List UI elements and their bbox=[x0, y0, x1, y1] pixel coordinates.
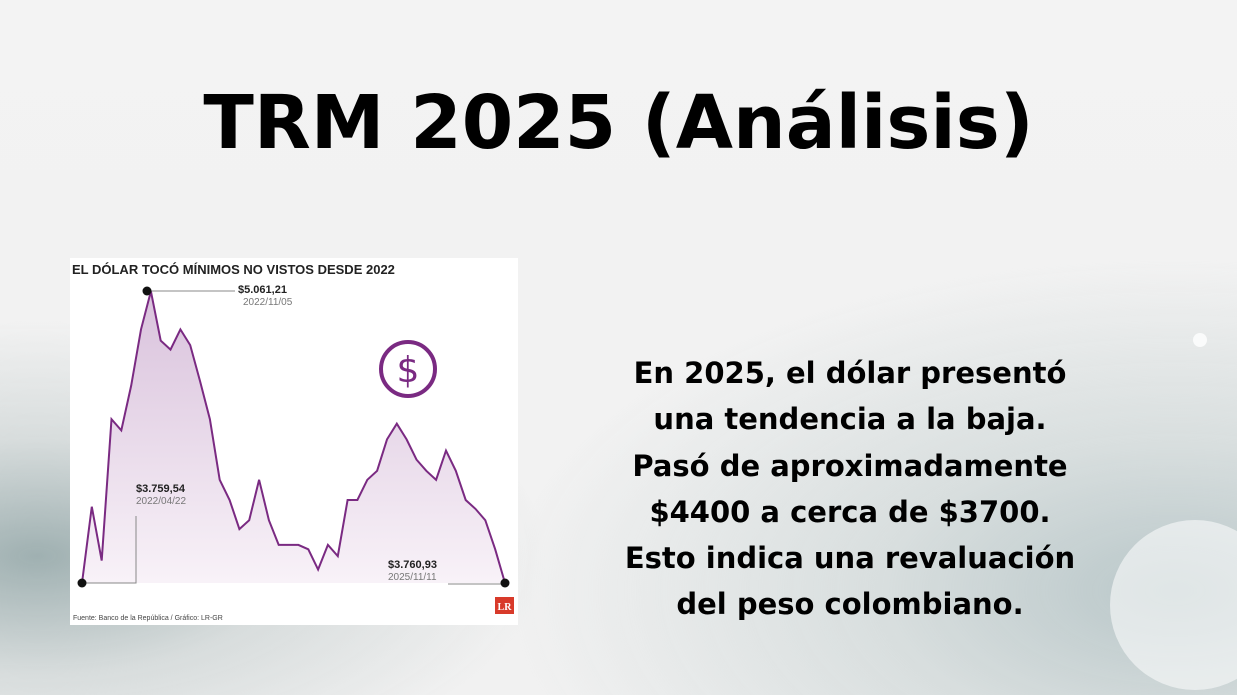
chart-svg: EL DÓLAR TOCÓ MÍNIMOS NO VISTOS DESDE 20… bbox=[72, 262, 514, 622]
annotation-date: 2025/11/11 bbox=[388, 572, 437, 583]
annotation-value: $3.759,54 bbox=[136, 483, 186, 495]
series-line bbox=[81, 291, 506, 584]
chart-image: EL DÓLAR TOCÓ MÍNIMOS NO VISTOS DESDE 20… bbox=[70, 258, 518, 625]
annotation-value: $3.760,93 bbox=[388, 559, 437, 571]
annotation-point bbox=[142, 286, 152, 296]
annotation-leader bbox=[82, 516, 137, 584]
slide-title: TRM 2025 (Análisis) bbox=[203, 80, 1034, 166]
annotation-date: 2022/04/22 bbox=[136, 496, 186, 507]
body-line: En 2025, el dólar presentó bbox=[633, 356, 1067, 390]
series-area bbox=[82, 291, 505, 583]
body-line: del peso colombiano. bbox=[676, 587, 1024, 622]
body-line: Pasó de aproximadamente bbox=[632, 448, 1068, 483]
body-line: una tendencia a la baja. bbox=[653, 402, 1047, 437]
annotation-value: $5.061,21 bbox=[238, 284, 287, 296]
decorative-dot bbox=[1193, 333, 1207, 347]
svg-text:LR: LR bbox=[498, 602, 513, 613]
body-line: Esto indica una revaluación bbox=[624, 541, 1076, 576]
chart-title: EL DÓLAR TOCÓ MÍNIMOS NO VISTOS DESDE 20… bbox=[72, 262, 395, 277]
chart-source: Fuente: Banco de la República / Gráfico:… bbox=[73, 615, 223, 622]
annotation-point bbox=[500, 578, 510, 588]
body-line: $4400 a cerca de $3700. bbox=[649, 494, 1051, 529]
annotation-date: 2022/11/05 bbox=[243, 297, 293, 308]
decorative-circle bbox=[1110, 520, 1237, 690]
dollar-icon: $ bbox=[379, 340, 437, 398]
lr-logo: LR bbox=[495, 597, 514, 614]
body-text: En 2025, el dólar presentó una tendencia… bbox=[600, 350, 1100, 628]
annotation-point bbox=[77, 578, 87, 588]
svg-text:$: $ bbox=[397, 350, 420, 391]
